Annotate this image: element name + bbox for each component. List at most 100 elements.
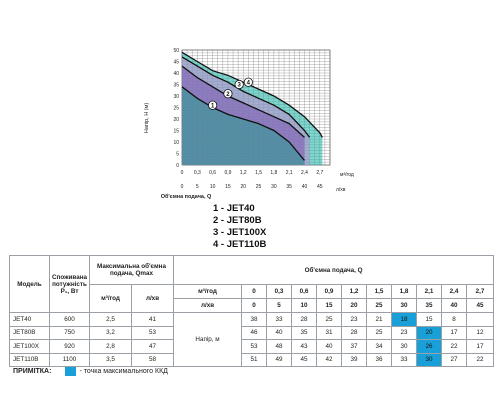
legend-item: 1 - JET40 [213,203,255,214]
flow-lmin: 30 [391,298,418,313]
table-cell: 2,5 [89,312,132,327]
table-cell: 53 [241,339,268,354]
curve-label-text: 3 [237,83,241,89]
curve-label-circle [223,89,233,99]
table-cell: 15 [416,312,443,327]
legend: 1 - JET40 2 - JET80B 3 - JET100X 4 - JET… [213,203,323,251]
performance-table: Модель Споживана потужність P₁, Вт Макси… [9,255,495,367]
qmax-unit-m3h: м³/год [89,284,132,313]
curve-label-text: 2 [226,92,230,98]
table-cell: 40 [316,339,343,354]
table-cell: 22 [441,339,468,354]
table-cell: 51 [241,352,268,367]
flow-m3h: 2,4 [441,284,468,299]
table-cell: JET80B [9,325,50,340]
qmax-header: Максимальна об'ємна подача, Qmax [88,255,175,285]
table-cell: 20 [416,325,443,340]
flow-m3h: 2,1 [416,284,443,299]
x-tick-label-top: 2,1 [286,170,293,176]
table-cell: 35 [291,325,318,340]
x-tick-label-bottom: 40 [302,184,308,190]
table-cell: 21 [366,312,393,327]
table-cell: 17 [441,325,468,340]
y-tick-label: 45 [173,60,179,66]
x-tick-label-top: 0,9 [224,170,231,176]
table-cell: 18 [391,312,418,327]
y-tick-label: 20 [173,117,179,123]
table-cell: 42 [316,352,343,367]
y-tick-label: 15 [173,129,179,135]
note-label: ПРИМІТКА: [13,368,52,375]
table-cell: 25 [366,325,393,340]
x-unit-bottom: л/хв [336,187,346,193]
flow-m3h: 2,7 [466,284,495,299]
max-efficiency-swatch [65,367,77,376]
x-tick-label-top: 0 [181,170,184,176]
x-tick-label-bottom: 45 [317,184,323,190]
x-tick-label-top: 1,8 [270,170,277,176]
x-tick-label-bottom: 15 [225,184,231,190]
x-axis-label: Об'ємна подача, Q [161,193,212,200]
y-tick-label: 25 [173,106,179,112]
flow-lmin: 45 [466,298,495,313]
flow-lmin: 35 [416,298,443,313]
table-cell: 25 [316,312,343,327]
legend-item: 2 - JET80B [213,215,262,226]
table-cell: 45 [291,352,318,367]
table-cell: 48 [266,339,293,354]
chart-lines [181,51,323,161]
table-cell: 33 [391,352,418,367]
curve-label-circle [234,79,244,90]
table-cell: JET40 [9,312,50,327]
y-tick-label: 0 [176,163,179,169]
table-cell [466,312,495,327]
flow-lmin: 25 [366,298,393,313]
note-text: - точка максимального ККД [79,368,168,375]
curve-label-text: 1 [211,103,215,109]
table-cell: 23 [341,312,368,327]
flow-lmin: 5 [266,298,293,313]
series-line-1 [181,86,305,161]
table-cell: 39 [341,352,368,367]
x-tick-label-top: 2,7 [316,170,323,176]
y-tick-label: 40 [173,71,179,77]
table-cell: 17 [466,339,495,354]
table-cell: 12 [466,325,495,340]
table-row: JET100X 920 2,8 47 53 48 43 40 37 34 30 26 22 17 [9,339,495,354]
y-tick-label: 30 [173,94,179,100]
table-cell: 26 [416,339,443,354]
curve-label-circle [208,100,218,110]
y-tick-label: 5 [176,152,179,158]
series-line-2 [181,65,305,138]
table-cell: 30 [391,339,418,354]
legend-item: 3 - JET100X [213,227,267,238]
flow-lmin: 10 [291,298,318,313]
flow-lmin: 0 [241,298,268,313]
y-tick-label: 50 [173,48,179,54]
series-line-4 [181,51,323,138]
table-cell: 750 [49,325,90,340]
x-tick-label-bottom: 25 [256,184,262,190]
x-tick-label-bottom: 10 [210,184,216,190]
flow-m3h: 1,2 [341,284,368,299]
table-cell: JET100X [9,339,50,354]
flow-header: Об'ємна подача, Q [173,255,495,285]
table-cell: 600 [49,312,90,327]
x-tick-label-top: 0,3 [194,170,201,176]
y-tick-label: 10 [173,140,179,146]
table-cell: 28 [341,325,368,340]
flow-m3h: 1,8 [391,284,418,299]
table-cell: 28 [291,312,318,327]
table-row: JET40 600 2,5 41 Напір, м 38 33 28 25 23 21 18 15 8 [9,312,495,367]
y-axis-label: Напір, Н (м) [144,103,150,133]
table-cell: 38 [241,312,268,327]
table-cell: 36 [366,352,393,367]
table-cell: 37 [341,339,368,354]
x-tick-label-top: 1,5 [255,170,262,176]
table-cell: 23 [391,325,418,340]
note: ПРИМІТКА: - точка максимального ККД [13,367,168,376]
x-unit-top: м³/год [340,172,354,178]
table-cell: 47 [130,339,175,354]
